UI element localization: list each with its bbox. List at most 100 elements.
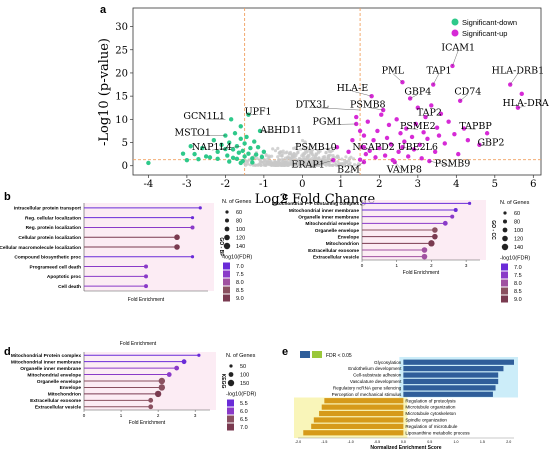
nes-bar	[403, 391, 493, 397]
volcano-gene-label: PSME2	[400, 121, 436, 132]
volcano-point-ns	[284, 151, 288, 155]
volcano-point-ns	[312, 157, 316, 161]
volcano-point-down	[242, 141, 247, 146]
size-legend-label: 140	[514, 245, 523, 251]
volcano-gene-label: HLA-DRB1	[492, 66, 544, 77]
lollipop-category-label: Cellular protein localization	[18, 235, 81, 241]
volcano-x-tick-label: -3	[182, 179, 192, 190]
lollipop-x-tick-label: 3	[465, 263, 468, 268]
size-legend-dot	[225, 210, 229, 214]
lollipop-dot	[453, 208, 458, 212]
size-legend-label: 100	[240, 373, 249, 379]
volcano-point-ns	[255, 156, 259, 161]
volcano-point-up	[386, 122, 392, 128]
volcano-gene-label: TAP2	[417, 107, 442, 118]
lollipop-category-label: Extracellular exosome	[30, 398, 81, 404]
volcano-y-tick-label: 20	[115, 68, 128, 79]
size-legend-label: 80	[236, 219, 242, 225]
volcano-point-up	[419, 156, 424, 161]
size-legend-dot	[224, 226, 230, 232]
volcano-point-down	[250, 160, 255, 165]
volcano-point-ns	[294, 162, 298, 166]
volcano-label-leader	[260, 130, 282, 134]
volcano-point-ns	[281, 163, 285, 167]
volcano-label-leader	[425, 115, 430, 118]
lollipop-category-label: Extracellular vesicle	[35, 405, 81, 411]
lollipop-category-label: Apoptotic proc	[47, 274, 81, 280]
volcano-gene-label: VAMP8	[386, 164, 422, 175]
volcano-point-up	[409, 134, 415, 140]
volcano-gene-label: UBE2L6	[398, 142, 438, 153]
nes-bar	[303, 430, 404, 436]
volcano-point-up	[367, 148, 372, 154]
volcano-point-ns	[273, 149, 278, 153]
volcano-point-up	[382, 153, 388, 158]
nes-category-label: Endothelium development	[348, 366, 402, 371]
volcano-point-ns	[351, 157, 356, 161]
volcano-gene-label: UPF1	[245, 106, 272, 117]
color-legend-swatch	[501, 271, 508, 279]
size-legend-label: 120	[514, 237, 523, 243]
volcano-point-up	[436, 133, 442, 138]
volcano-label-leader	[315, 146, 338, 151]
size-legend-label: 150	[240, 381, 249, 387]
volcano-point-up	[361, 133, 367, 138]
volcano-label-leader	[479, 144, 491, 146]
volcano-point-ns	[311, 153, 315, 157]
lollipop-category-label: Intracellular protein transport	[14, 206, 82, 212]
nes-x-tick-label: 2.0	[506, 440, 511, 444]
volcano-label-leader	[429, 160, 453, 167]
volcano-point-down	[234, 156, 240, 161]
lollipop-x-tick-label: 2	[157, 413, 160, 418]
color-legend-title: -log10(FDR)	[226, 392, 256, 398]
volcano-point-down	[242, 154, 247, 159]
volcano-point-ns	[344, 155, 348, 159]
volcano-point-down	[196, 157, 201, 162]
volcano-gene-label: GCN1L1	[183, 111, 225, 122]
color-legend-label: 8.5	[236, 288, 244, 294]
color-legend-label: 7.0	[514, 265, 522, 271]
volcano-point-down	[184, 157, 190, 163]
volcano-point-down	[238, 160, 243, 166]
legend-label-up: Significant-up	[462, 29, 507, 38]
color-legend-swatch	[501, 263, 508, 271]
volcano-point-ns	[296, 150, 300, 154]
lollipop-category-label: Mitochondrial envelope	[305, 221, 359, 227]
volcano-gene-label: GBP4	[404, 86, 431, 97]
volcano-point-ns	[336, 156, 341, 160]
color-legend-swatch	[227, 415, 234, 423]
size-legend-label: 60	[236, 210, 242, 216]
nes-x-tick-label: -1.5	[321, 440, 327, 444]
color-legend-swatch	[227, 407, 234, 415]
lollipop-xlabel: Fold Enrichment	[403, 270, 440, 276]
volcano-point-ns	[281, 151, 285, 155]
volcano-point-up	[384, 135, 390, 141]
lollipop-dot	[450, 214, 455, 219]
lollipop-dot	[144, 274, 148, 279]
volcano-point-ns	[271, 147, 275, 151]
color-legend-label: 6.5	[240, 417, 248, 423]
lollipop-dot	[421, 253, 428, 260]
nes-category-label: Cell-substrate adhesion	[353, 373, 402, 378]
volcano-point-up	[425, 136, 430, 142]
volcano-point-ns	[336, 159, 340, 164]
lollipop-dot	[190, 216, 195, 220]
volcano-point-ns	[326, 154, 330, 158]
lollipop-category-label: Compound biosynthetic proc	[14, 255, 81, 261]
size-legend-dot	[228, 372, 234, 377]
nes-legend-swatch-down	[312, 351, 322, 358]
volcano-point-down	[252, 139, 257, 144]
size-legend-label: 140	[236, 244, 245, 250]
lollipop-dot	[148, 397, 154, 403]
volcano-y-tick-label: 0	[122, 161, 128, 172]
color-legend-swatch	[223, 294, 230, 302]
lollipop-xlabel: Fold Enrichment	[128, 297, 165, 303]
volcano-x-tick-label: 2	[376, 179, 382, 190]
lollipop-category-label: Mitochondrial P-P containing complex	[272, 201, 359, 207]
size-legend-dot	[227, 379, 235, 387]
size-legend-dot	[229, 364, 233, 368]
volcano-point-ns	[258, 160, 262, 164]
volcano-label-leader	[367, 107, 384, 111]
lollipop-dot	[174, 365, 180, 371]
lollipop-x-tick-label: 1	[120, 413, 123, 418]
